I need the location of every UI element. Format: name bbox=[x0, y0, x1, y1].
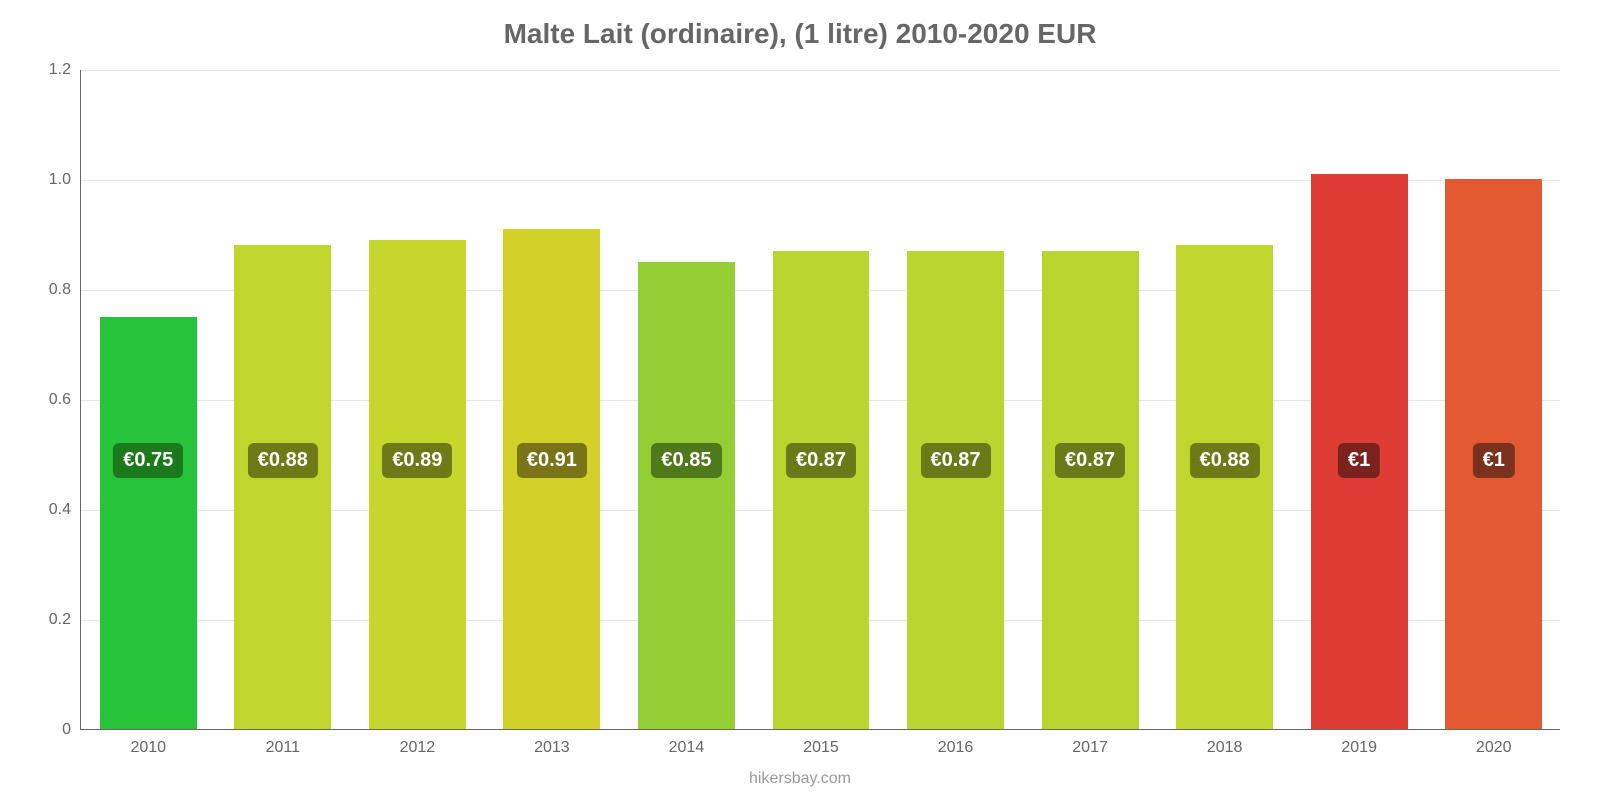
bar-value-label: €0.85 bbox=[651, 443, 721, 478]
bar: €0.85 bbox=[638, 262, 735, 730]
x-tick-label: 2012 bbox=[400, 729, 436, 757]
plot-area: 00.20.40.60.81.01.2€0.752010€0.882011€0.… bbox=[80, 70, 1560, 730]
x-tick-label: 2014 bbox=[669, 729, 705, 757]
bar: €1 bbox=[1311, 174, 1408, 730]
x-tick-label: 2017 bbox=[1072, 729, 1108, 757]
y-tick-label: 0.6 bbox=[49, 391, 81, 409]
bar-value-label: €0.89 bbox=[382, 443, 452, 478]
x-tick-label: 2015 bbox=[803, 729, 839, 757]
bar-value-label: €0.87 bbox=[786, 443, 856, 478]
bar: €0.88 bbox=[234, 245, 331, 729]
x-tick-label: 2016 bbox=[938, 729, 974, 757]
x-tick-label: 2018 bbox=[1207, 729, 1243, 757]
bar-value-label: €0.88 bbox=[248, 443, 318, 478]
bar-value-label: €0.87 bbox=[1055, 443, 1125, 478]
bar: €0.87 bbox=[773, 251, 870, 730]
chart-credit: hikersbay.com bbox=[0, 770, 1600, 788]
y-tick-label: 0 bbox=[62, 721, 81, 739]
bar-value-label: €0.88 bbox=[1190, 443, 1260, 478]
x-tick-label: 2013 bbox=[534, 729, 570, 757]
x-tick-label: 2010 bbox=[130, 729, 166, 757]
bar-value-label: €0.75 bbox=[113, 443, 183, 478]
bar-value-label: €1 bbox=[1473, 443, 1515, 478]
y-tick-label: 1.0 bbox=[49, 171, 81, 189]
chart-title: Malte Lait (ordinaire), (1 litre) 2010-2… bbox=[0, 18, 1600, 50]
y-tick-label: 1.2 bbox=[49, 61, 81, 79]
gridline bbox=[81, 70, 1560, 71]
bar: €1 bbox=[1445, 179, 1542, 729]
bar-value-label: €1 bbox=[1338, 443, 1380, 478]
bar: €0.88 bbox=[1176, 245, 1273, 729]
x-tick-label: 2019 bbox=[1341, 729, 1377, 757]
y-tick-label: 0.4 bbox=[49, 501, 81, 519]
bar: €0.75 bbox=[100, 317, 197, 730]
bar: €0.87 bbox=[907, 251, 1004, 730]
x-tick-label: 2011 bbox=[266, 729, 300, 757]
x-tick-label: 2020 bbox=[1476, 729, 1512, 757]
chart-container: Malte Lait (ordinaire), (1 litre) 2010-2… bbox=[0, 0, 1600, 800]
bar: €0.87 bbox=[1042, 251, 1139, 730]
y-tick-label: 0.8 bbox=[49, 281, 81, 299]
y-tick-label: 0.2 bbox=[49, 611, 81, 629]
bar-value-label: €0.91 bbox=[517, 443, 587, 478]
bar-value-label: €0.87 bbox=[920, 443, 990, 478]
bar: €0.91 bbox=[503, 229, 600, 730]
bar: €0.89 bbox=[369, 240, 466, 730]
